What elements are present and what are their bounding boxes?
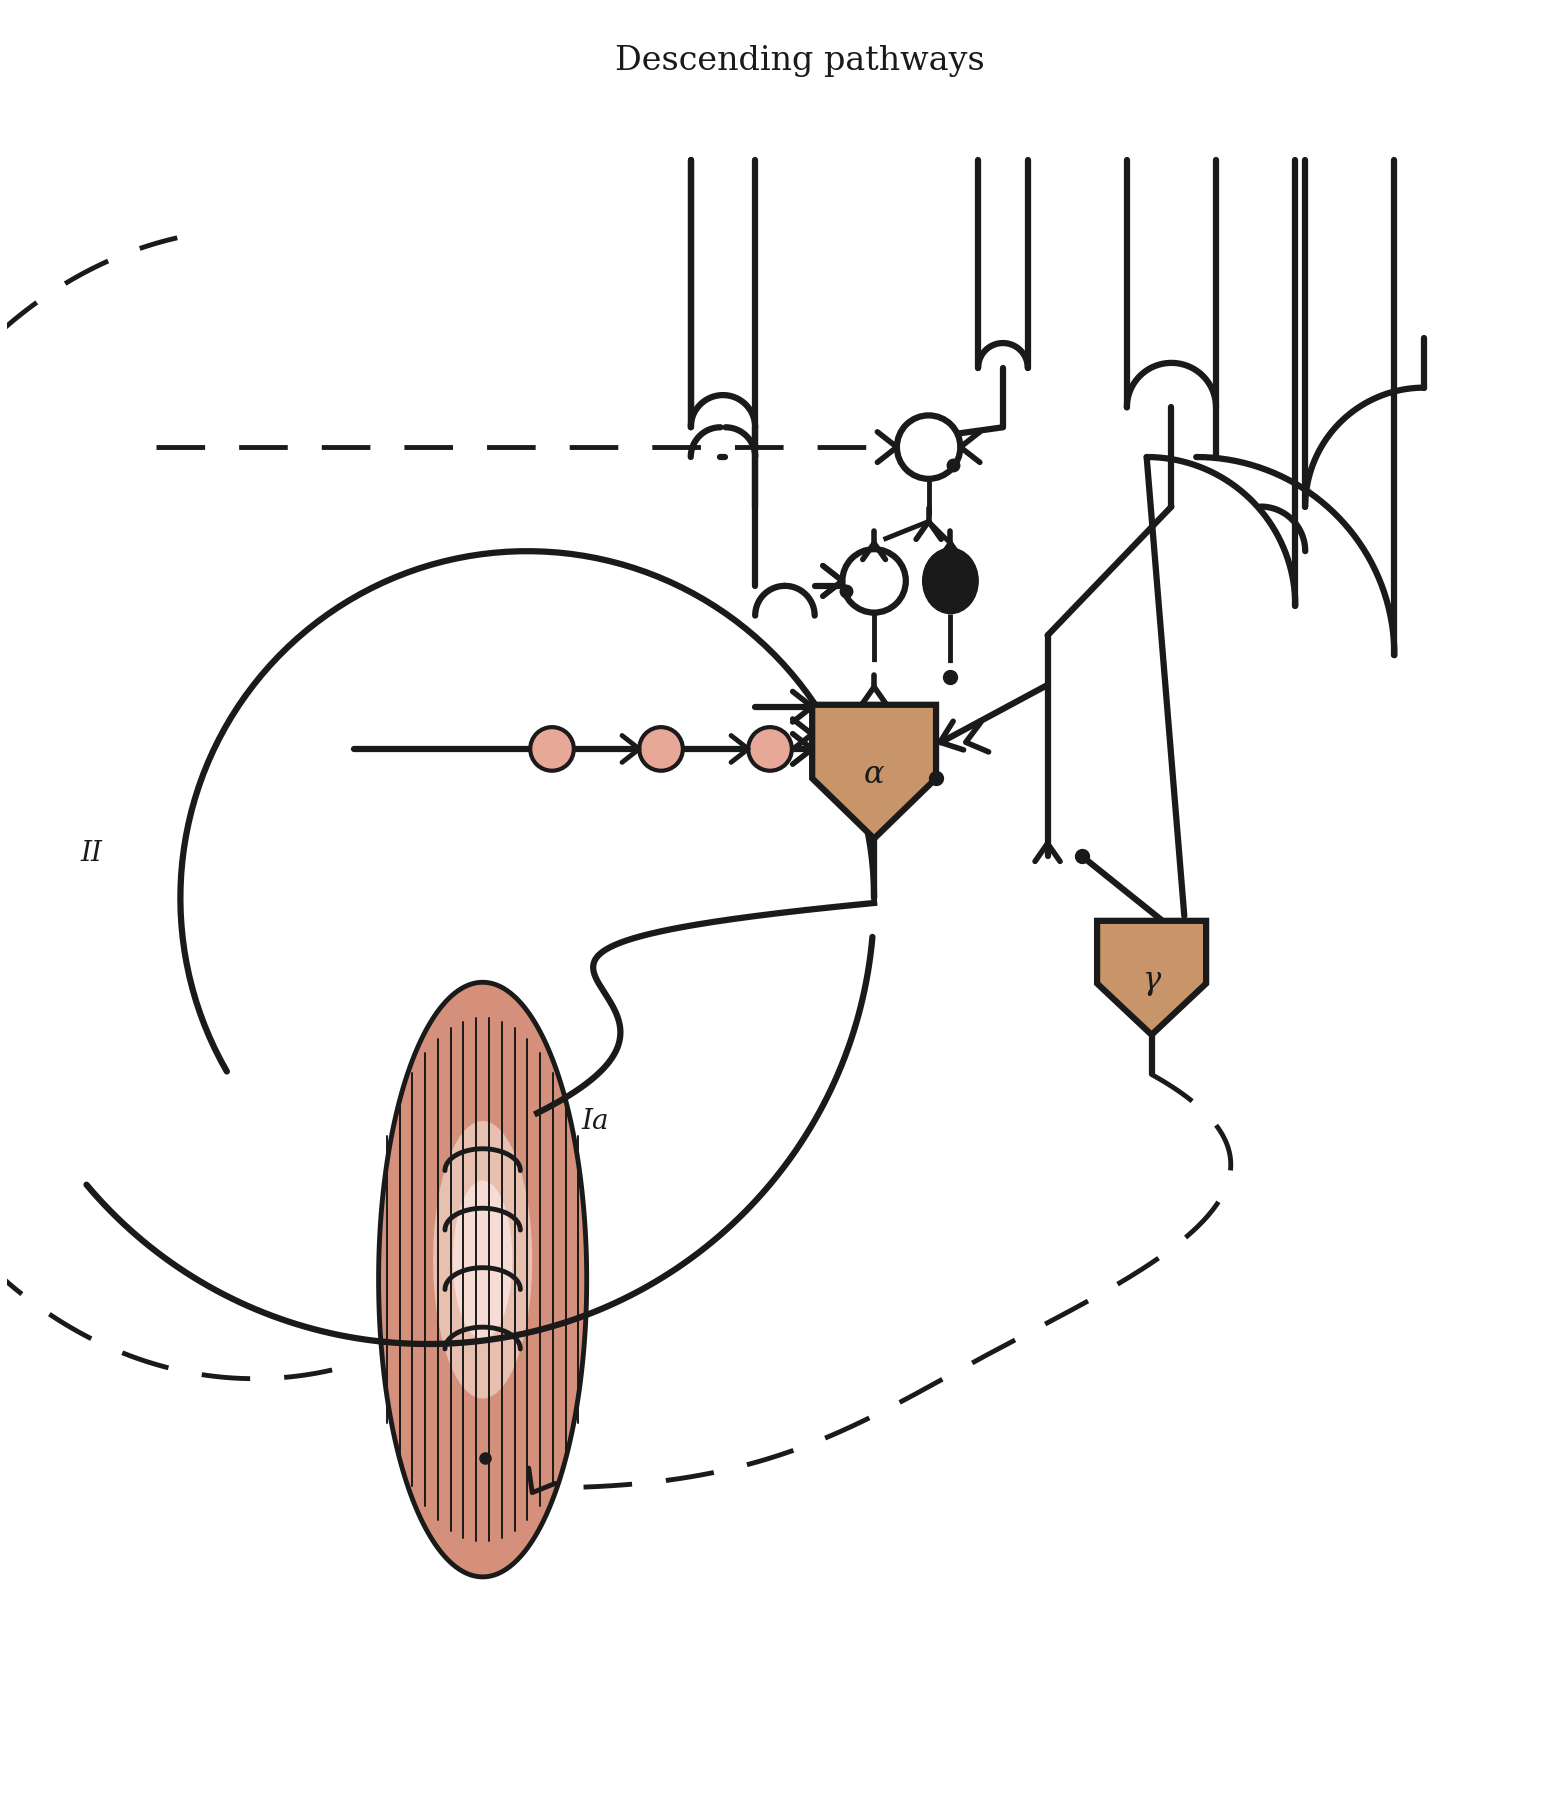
- Circle shape: [639, 727, 682, 770]
- Circle shape: [842, 550, 906, 613]
- Text: Descending pathways: Descending pathways: [614, 45, 985, 76]
- Polygon shape: [433, 1121, 532, 1399]
- Polygon shape: [378, 983, 586, 1578]
- Circle shape: [896, 415, 960, 480]
- Text: Ia: Ia: [582, 1107, 610, 1134]
- Polygon shape: [813, 705, 937, 838]
- Circle shape: [748, 727, 793, 770]
- Circle shape: [530, 727, 574, 770]
- Ellipse shape: [923, 548, 979, 613]
- Text: γ: γ: [1143, 965, 1160, 995]
- Polygon shape: [453, 1181, 512, 1340]
- Text: II: II: [81, 840, 102, 867]
- Polygon shape: [1097, 921, 1207, 1035]
- Text: α: α: [864, 759, 884, 790]
